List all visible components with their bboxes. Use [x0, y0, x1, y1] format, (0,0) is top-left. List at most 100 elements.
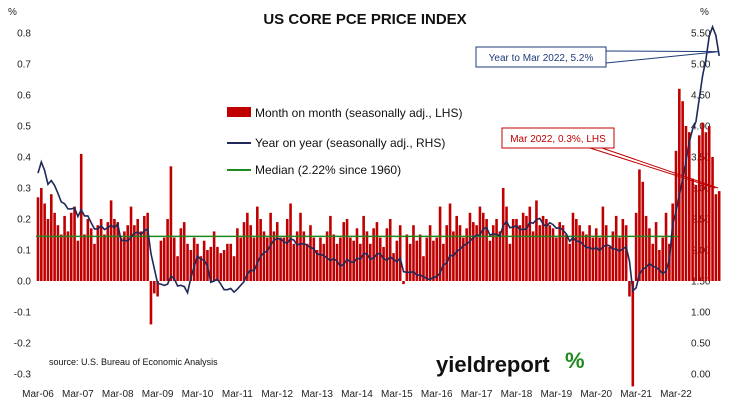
bar-mom [638, 169, 641, 281]
bar-mom [76, 240, 80, 281]
bar-mom [568, 243, 571, 281]
bar-mom [425, 237, 429, 281]
bar-mom [226, 243, 229, 281]
bar-mom [511, 219, 515, 281]
bar-mom [119, 237, 123, 281]
bar-mom [279, 237, 282, 281]
svg-text:Mar 2022, 0.3%, LHS: Mar 2022, 0.3%, LHS [510, 134, 606, 145]
bar-mom [315, 250, 319, 281]
bar-mom [309, 225, 312, 281]
bar-mom [43, 203, 46, 281]
bar-mom [302, 231, 306, 281]
bar-mom [89, 228, 93, 281]
bar-mom [678, 88, 681, 281]
bar-mom [236, 228, 239, 281]
bar-mom [518, 225, 522, 281]
left-tick-label: 0.3 [17, 184, 31, 195]
x-tick-label: Mar-06 [22, 389, 54, 400]
bar-mom [93, 243, 96, 281]
bar-mom [252, 237, 256, 281]
x-tick-label: Mar-17 [461, 389, 493, 400]
bar-mom [232, 256, 236, 281]
bar-mom [79, 153, 83, 281]
left-tick-label: 0.2 [17, 215, 31, 226]
bar-mom [162, 237, 166, 281]
annotation-mom: Mar 2022, 0.3%, LHS [501, 127, 719, 189]
bar-mom [242, 222, 246, 281]
bar-mom [468, 212, 472, 281]
bar-mom [701, 122, 704, 282]
bar-mom [402, 281, 405, 285]
right-tick-label: 2.00 [691, 246, 711, 257]
bar-mom [462, 237, 465, 281]
right-tick-label: 3.50 [691, 153, 711, 164]
bar-mom [661, 237, 664, 281]
bar-mom [581, 231, 585, 281]
bar-mom [515, 219, 518, 281]
bar-mom [375, 222, 379, 281]
bar-mom [405, 234, 409, 281]
x-tick-label: Mar-22 [660, 389, 692, 400]
bar-mom [103, 234, 106, 281]
bar-mom [628, 281, 631, 297]
bar-mom [671, 203, 674, 281]
bar-mom [711, 157, 714, 281]
bar-mom [172, 237, 176, 281]
bar-mom [535, 200, 538, 281]
x-tick-label: Mar-21 [620, 389, 652, 400]
svg-text:Year to Mar 2022, 5.2%: Year to Mar 2022, 5.2% [489, 53, 594, 64]
bar-mom [561, 225, 565, 281]
bar-mom [359, 243, 362, 281]
bar-mom [325, 231, 329, 281]
bar-mom [129, 206, 133, 281]
bar-mom [322, 243, 326, 281]
bar-mom [674, 150, 678, 281]
bar-mom [192, 237, 196, 281]
bar-mom [717, 191, 721, 281]
bar-mom [329, 215, 332, 281]
left-tick-label: 0.4 [17, 153, 31, 164]
right-axis-ticks: 0.00 0.50 1.00 1.50 2.00 2.50 3.00 3.50 4.00 4.50… [691, 29, 711, 381]
left-tick-label: 0.1 [17, 246, 31, 257]
left-axis-unit: % [8, 7, 17, 18]
bar-mom [591, 237, 595, 281]
right-tick-label: 5.00 [691, 60, 711, 71]
x-tick-label: Mar-13 [301, 389, 333, 400]
bar-mom [239, 237, 242, 281]
bar-mom [159, 240, 163, 281]
bar-mom [166, 219, 169, 281]
bar-mom [143, 215, 146, 281]
x-tick-label: Mar-10 [182, 389, 214, 400]
bar-mom [714, 194, 718, 281]
bar-mom [505, 206, 508, 281]
bar-mom [498, 231, 502, 281]
bar-mom [501, 188, 505, 281]
bar-mom [352, 240, 355, 281]
bar-mom [269, 212, 272, 281]
bar-mom [644, 215, 648, 281]
bar-mom [378, 237, 382, 281]
bar-mom [189, 250, 193, 281]
bar-mom [588, 225, 591, 281]
chart-title: US CORE PCE PRICE INDEX [263, 11, 466, 28]
bar-mom [199, 256, 203, 281]
bar-mom [36, 197, 40, 281]
bar-mom [491, 225, 495, 281]
bar-mom [525, 215, 528, 281]
bar-mom [59, 234, 63, 281]
bar-mom [448, 203, 452, 281]
bar-mom [272, 231, 276, 281]
left-tick-label: -0.2 [14, 339, 32, 350]
right-tick-label: 0.00 [691, 370, 711, 381]
bar-mom [571, 212, 575, 281]
bar-mom [584, 234, 588, 281]
bar-mom [216, 246, 219, 281]
bar-mom [99, 219, 103, 281]
bar-mom [445, 225, 449, 281]
bar-mom [412, 225, 415, 281]
right-tick-label: 1.00 [691, 308, 711, 319]
bar-mom [388, 219, 392, 281]
right-tick-label: 1.50 [691, 277, 711, 288]
bar-mom [608, 246, 611, 281]
